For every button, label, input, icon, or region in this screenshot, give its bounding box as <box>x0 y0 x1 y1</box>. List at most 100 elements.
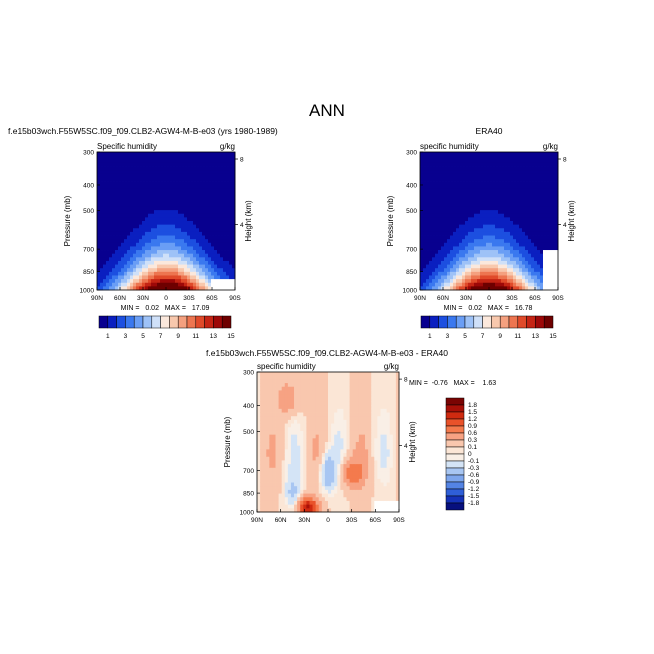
obs-field-cell <box>423 191 427 196</box>
obs-field-cell <box>429 173 433 178</box>
model-field-cell <box>115 228 119 233</box>
difference-field-cell <box>294 475 298 480</box>
model-field-cell <box>127 181 131 186</box>
obs-field-cell <box>477 242 481 247</box>
difference-field-cell <box>290 456 295 461</box>
model-field-cell <box>166 170 170 175</box>
obs-field-cell <box>447 155 451 160</box>
obs-field-cell <box>432 228 436 233</box>
difference-field <box>257 372 400 513</box>
model-field-cell <box>199 202 203 207</box>
difference-field-cell <box>331 453 335 458</box>
obs-field-cell <box>516 271 520 276</box>
difference-field-cell <box>358 397 363 402</box>
model-field-cell <box>136 253 140 258</box>
obs-field-cell <box>429 286 433 291</box>
model-field-cell <box>109 250 113 255</box>
model-field-cell <box>184 239 188 244</box>
model-field-cell <box>181 224 185 229</box>
difference-field-cell <box>300 500 304 506</box>
difference-field-cell <box>321 497 326 502</box>
difference-field-cell <box>294 416 298 421</box>
obs-field-cell <box>423 210 427 215</box>
model-field-cell <box>184 173 188 178</box>
model-field-cell <box>148 224 152 229</box>
obs-field-cell <box>555 253 559 258</box>
model-field-cell <box>130 166 134 171</box>
obs-field-cell <box>456 173 460 178</box>
model-field-cell <box>136 162 140 167</box>
difference-field-cell <box>260 375 264 380</box>
obs-field-cell <box>453 195 457 200</box>
obs-field-cell <box>453 253 457 258</box>
obs-field-cell <box>471 221 475 226</box>
difference-field-cell <box>266 394 270 399</box>
difference-field-cell <box>324 412 329 417</box>
obs-height-tick-label: 8 <box>563 157 567 164</box>
obs-field-cell <box>462 228 466 233</box>
difference-field-cell <box>352 434 357 439</box>
obs-field-cell <box>528 235 532 240</box>
model-field-cell <box>115 231 119 236</box>
model-field-cell <box>109 239 113 244</box>
difference-field-cell <box>287 467 292 472</box>
obs-field-cell <box>432 191 436 196</box>
obs-field-cell <box>483 275 487 280</box>
difference-field-cell <box>278 419 283 424</box>
difference-field-cell <box>352 508 357 513</box>
obs-field-cell <box>468 279 472 284</box>
obs-field-cell <box>456 191 460 196</box>
model-field-cell <box>106 162 110 167</box>
model-field-cell <box>229 184 233 189</box>
difference-field-cell <box>260 504 264 509</box>
model-field-cell <box>211 181 215 186</box>
obs-field-cell <box>459 162 463 167</box>
difference-field-cell <box>365 401 369 406</box>
difference-field-cell <box>287 375 292 380</box>
obs-field-cell <box>510 170 514 175</box>
model-field-cell <box>136 286 140 291</box>
model-field-cell <box>184 257 188 262</box>
model-field-cell <box>193 257 197 262</box>
obs-field-cell <box>489 166 493 171</box>
model-field-cell <box>193 275 197 280</box>
difference-field-cell <box>343 394 347 399</box>
obs-field-cell <box>468 268 472 273</box>
model-field-cell <box>145 279 149 284</box>
obs-field-cell <box>432 173 436 178</box>
difference-field-cell <box>328 390 332 395</box>
difference-field-cell <box>331 500 335 506</box>
difference-field-cell <box>355 482 360 487</box>
model-field-cell <box>139 268 143 273</box>
obs-field-cell <box>549 271 553 276</box>
model-field-cell <box>103 159 107 164</box>
difference-field-cell <box>297 464 301 469</box>
obs-field-cell <box>495 217 499 222</box>
obs-field-cell <box>495 166 499 171</box>
difference-field-cell <box>294 383 298 388</box>
obs-field-cell <box>489 275 493 280</box>
model-field-cell <box>115 279 119 284</box>
difference-field-cell <box>297 456 301 461</box>
model-field-cell <box>136 224 140 229</box>
obs-field-cell <box>447 195 451 200</box>
obs-field-cell <box>474 286 478 291</box>
obs-field-cell <box>501 166 505 171</box>
obs-field-cell <box>465 235 469 240</box>
difference-field-cell <box>346 471 351 476</box>
model-field-cell <box>202 231 206 236</box>
obs-field-cell <box>537 250 541 255</box>
obs-field-cell <box>516 235 520 240</box>
difference-field-cell <box>318 500 323 506</box>
model-field-cell <box>211 228 215 233</box>
model-field-cell <box>157 228 161 233</box>
difference-field-cell <box>284 434 289 439</box>
obs-field-cell <box>522 268 526 273</box>
difference-field-cell <box>278 394 283 399</box>
model-field-cell <box>130 181 134 186</box>
model-field-cell <box>100 239 104 244</box>
model-field-cell <box>142 159 146 164</box>
obs-field-cell <box>549 250 553 255</box>
difference-field-cell <box>352 412 357 417</box>
model-field-cell <box>181 257 185 262</box>
